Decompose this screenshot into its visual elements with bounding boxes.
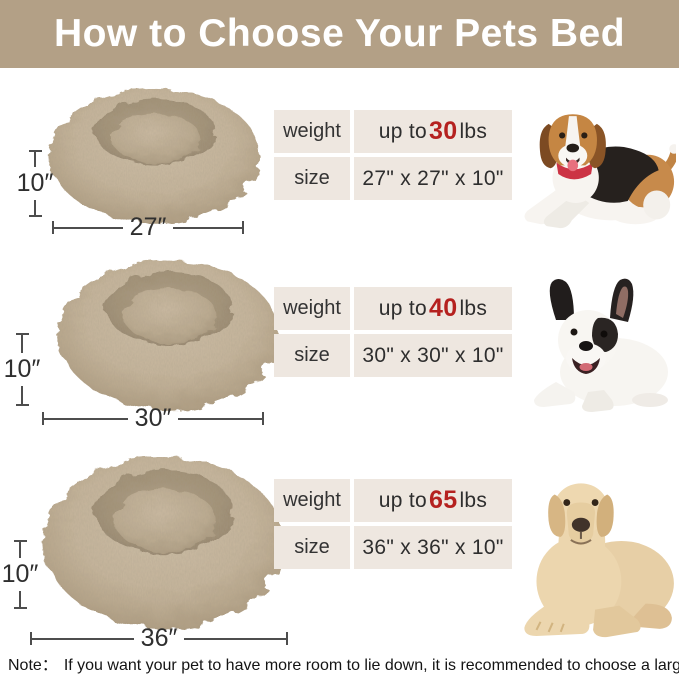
bed-height-dimension: 10″ bbox=[13, 150, 57, 217]
spec-table-medium: weight up to 40 lbs size 30" x 30" x 10" bbox=[274, 287, 512, 377]
dimension-tick bbox=[13, 540, 27, 542]
dimension-line bbox=[21, 335, 23, 353]
dimension-tick bbox=[28, 150, 42, 152]
bed-width-dimension: 27″ bbox=[52, 213, 245, 241]
dimension-tick bbox=[262, 412, 265, 425]
dimension-tick bbox=[286, 632, 289, 645]
bed-width-dimension: 36″ bbox=[30, 624, 289, 652]
dimension-line bbox=[44, 417, 128, 420]
weight-suffix: lbs bbox=[459, 119, 488, 143]
bed-height-value: 10″ bbox=[3, 355, 41, 383]
beagle-dog-photo bbox=[524, 114, 676, 229]
dimension-line bbox=[21, 386, 23, 404]
dimension-line bbox=[54, 226, 123, 229]
title-banner: How to Choose Your Pets Bed bbox=[0, 0, 679, 68]
weight-number: 40 bbox=[429, 294, 458, 322]
weight-prefix: up to bbox=[378, 488, 428, 512]
bed-width-value: 30″ bbox=[134, 404, 172, 432]
dimension-line bbox=[19, 542, 21, 558]
note-text: If you want your pet to have more room t… bbox=[63, 657, 679, 674]
weight-suffix: lbs bbox=[459, 488, 488, 512]
bed-height-value: 10″ bbox=[16, 169, 54, 197]
size-value: 30" x 30" x 10" bbox=[354, 334, 512, 377]
dimension-tick bbox=[15, 404, 29, 406]
dimension-tick bbox=[42, 412, 44, 425]
dimension-tick bbox=[15, 333, 29, 335]
page-title: How to Choose Your Pets Bed bbox=[53, 12, 626, 55]
bed-height-dimension: 10″ bbox=[0, 540, 42, 609]
dimension-line bbox=[19, 591, 21, 607]
weight-prefix: up to bbox=[378, 119, 428, 143]
dimension-line bbox=[32, 637, 134, 640]
dimension-line bbox=[34, 200, 36, 215]
size-label: size bbox=[274, 157, 350, 200]
dimension-tick bbox=[28, 215, 42, 217]
weight-label: weight bbox=[274, 479, 350, 522]
dimension-tick bbox=[242, 221, 245, 234]
pet-bed-medium-photo bbox=[44, 244, 294, 420]
size-value: 36" x 36" x 10" bbox=[354, 526, 512, 569]
bed-height-value: 10″ bbox=[1, 560, 39, 588]
size-value: 27" x 27" x 10" bbox=[354, 157, 512, 200]
dimension-line bbox=[173, 226, 243, 229]
dimension-line bbox=[184, 637, 287, 640]
note-label: Note： bbox=[8, 657, 58, 674]
french-bulldog-photo bbox=[534, 278, 668, 412]
labrador-dog-photo bbox=[524, 483, 674, 638]
bed-width-value: 27″ bbox=[129, 213, 167, 241]
size-label: size bbox=[274, 334, 350, 377]
pet-bed-small-photo bbox=[36, 74, 274, 232]
dimension-tick bbox=[13, 607, 27, 609]
size-label: size bbox=[274, 526, 350, 569]
weight-value: up to 40 lbs bbox=[354, 287, 512, 330]
dimension-line bbox=[178, 417, 263, 420]
bed-width-value: 36″ bbox=[140, 624, 178, 652]
dimension-tick bbox=[52, 221, 54, 234]
dimension-tick bbox=[30, 632, 32, 645]
footer-note: Note： If you want your pet to have more r… bbox=[8, 651, 679, 674]
spec-table-small: weight up to 30 lbs size 27" x 27" x 10" bbox=[274, 110, 512, 200]
weight-prefix: up to bbox=[378, 296, 428, 320]
weight-value: up to 30 lbs bbox=[354, 110, 512, 153]
weight-label: weight bbox=[274, 287, 350, 330]
dimension-line bbox=[34, 152, 36, 167]
spec-table-large: weight up to 65 lbs size 36" x 36" x 10" bbox=[274, 479, 512, 569]
weight-number: 30 bbox=[429, 117, 458, 145]
weight-label: weight bbox=[274, 110, 350, 153]
bed-height-dimension: 10″ bbox=[0, 333, 44, 406]
weight-number: 65 bbox=[429, 486, 458, 514]
weight-value: up to 65 lbs bbox=[354, 479, 512, 522]
bed-width-dimension: 30″ bbox=[42, 404, 265, 432]
weight-suffix: lbs bbox=[459, 296, 488, 320]
pet-bed-large-photo bbox=[28, 438, 300, 640]
